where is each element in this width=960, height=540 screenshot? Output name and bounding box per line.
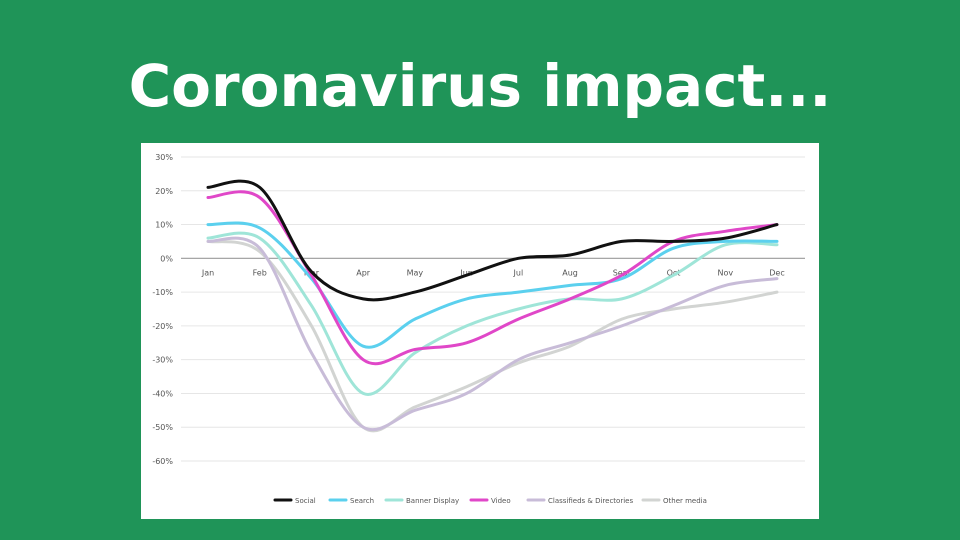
gridlines — [181, 156, 805, 462]
y-tick-label: -20% — [152, 322, 173, 331]
legend-item-search: Search — [328, 497, 374, 505]
y-tick-label: -30% — [152, 356, 173, 365]
y-tick-label: 30% — [155, 153, 173, 162]
y-tick-label: -10% — [152, 288, 173, 297]
series-line-search — [206, 221, 779, 349]
legend-label: Classifieds & Directories — [548, 497, 633, 505]
y-axis-tick-labels: 30% 20% 10% 0% -10% -20% -30% -40% -50% -60% — [152, 153, 173, 466]
y-tick-label: -40% — [152, 389, 173, 398]
legend-label: Video — [491, 497, 511, 505]
x-tick-label: Apr — [356, 268, 371, 277]
x-tick-label: Dec — [769, 268, 784, 277]
x-tick-label: Jun — [459, 268, 473, 277]
x-tick-label: Jul — [513, 268, 524, 277]
legend-item-social: Social — [273, 497, 316, 505]
y-tick-label: 0% — [160, 254, 173, 263]
chart-panel: 30% 20% 10% 0% -10% -20% -30% -40% -50% -60% Jan F… — [141, 143, 819, 519]
series-line-other-media — [206, 239, 779, 433]
x-axis-tick-labels: Jan Feb Mar Apr May Jun Jul Aug Sept Oct Nov Dec — [201, 268, 785, 277]
legend-item-banner-display: Banner Display — [384, 497, 459, 505]
y-tick-label: 10% — [155, 221, 173, 230]
x-tick-label: Oct — [667, 268, 681, 277]
series-line-classifieds-directories — [206, 236, 779, 432]
legend-label: Search — [350, 497, 374, 505]
y-tick-label: -60% — [152, 457, 173, 466]
x-tick-label: Sept — [613, 268, 631, 277]
legend-label: Other media — [663, 497, 707, 505]
series-line-social — [206, 179, 779, 302]
slide-title: Coronavirus impact... — [128, 52, 832, 120]
legend-item-classifieds-directories: Classifieds & Directories — [526, 497, 633, 505]
x-tick-label: Feb — [253, 268, 267, 277]
y-tick-label: 20% — [155, 187, 173, 196]
x-tick-label: Jan — [201, 268, 214, 277]
x-tick-label: Nov — [717, 268, 733, 277]
legend-label: Social — [295, 497, 316, 505]
line-chart: 30% 20% 10% 0% -10% -20% -30% -40% -50% -60% Jan F… — [152, 153, 805, 505]
series-line-banner-display — [206, 231, 779, 396]
y-tick-label: -50% — [152, 423, 173, 432]
legend-label: Banner Display — [406, 497, 459, 505]
legend: Social Search Banner Display Video Classifie… — [273, 497, 707, 505]
x-tick-label: Aug — [562, 268, 578, 277]
x-tick-label: May — [407, 268, 424, 277]
legend-item-video: Video — [469, 497, 511, 505]
legend-item-other-media: Other media — [641, 497, 707, 505]
series-lines — [206, 179, 779, 433]
